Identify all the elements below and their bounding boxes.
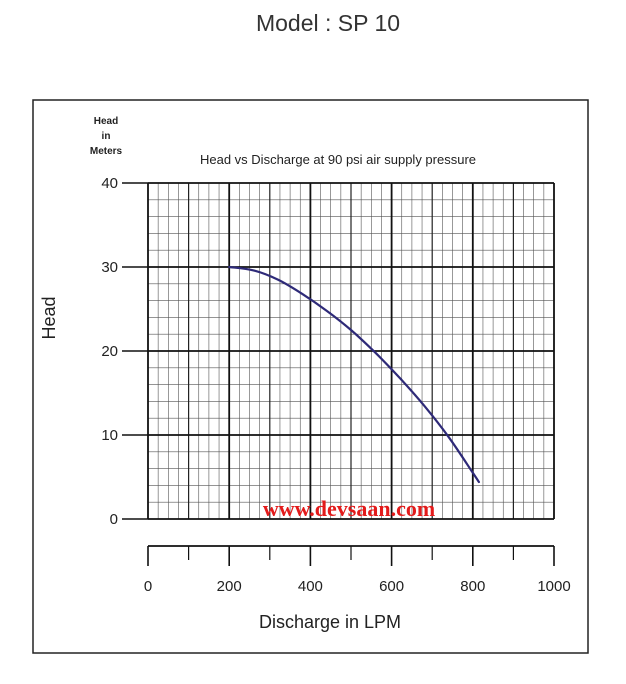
y-unit-label-line-1: Head	[94, 116, 118, 127]
x-tick-label: 800	[460, 578, 485, 595]
y-tick-label: 30	[101, 259, 118, 276]
watermark: www.devsaan.com	[263, 496, 435, 521]
y-tick-label: 40	[101, 175, 118, 192]
y-unit-label-line-2: in	[102, 131, 111, 142]
y-tick-label: 0	[110, 511, 118, 528]
series-line	[228, 265, 480, 484]
x-axis	[147, 545, 555, 566]
grid	[147, 182, 555, 520]
x-tick-label: 1000	[537, 578, 570, 595]
x-tick-label: 0	[144, 578, 152, 595]
model-title: Model : SP 10	[256, 10, 400, 36]
x-tick-label: 200	[217, 578, 242, 595]
chart-frame	[32, 99, 589, 654]
x-tick-label: 400	[298, 578, 323, 595]
y-tick-label: 20	[101, 343, 118, 360]
x-tick-label: 600	[379, 578, 404, 595]
y-axis-title: Head	[39, 296, 59, 339]
x-axis-title: Discharge in LPM	[259, 612, 401, 632]
y-tick-label: 10	[101, 427, 118, 444]
y-unit-label-line-3: Meters	[90, 146, 123, 157]
chart-subtitle: Head vs Discharge at 90 psi air supply p…	[200, 152, 476, 167]
